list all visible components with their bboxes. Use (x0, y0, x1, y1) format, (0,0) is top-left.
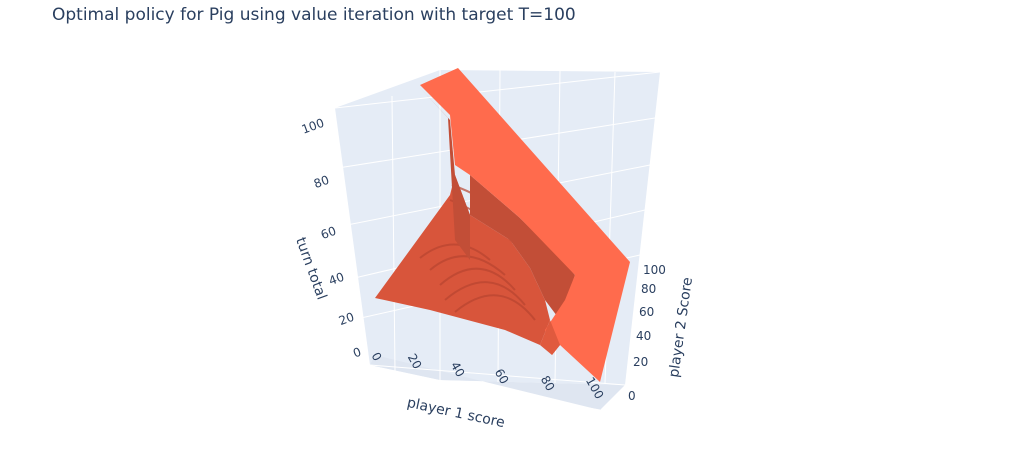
back-pane-left (335, 70, 440, 380)
surface-front-edge (540, 320, 560, 355)
x-tick-60: 60 (492, 366, 512, 386)
surface-plateau[interactable] (420, 68, 630, 382)
floor-pane (370, 355, 625, 410)
z-tick-60: 60 (319, 224, 338, 242)
z-tick-0: 0 (351, 345, 363, 361)
z-tick-40: 40 (327, 270, 346, 288)
x-tick-40: 40 (448, 359, 468, 379)
z-tick-20: 20 (337, 310, 356, 328)
x-axis-title: player 1 score (406, 395, 507, 431)
y-tick-40: 40 (636, 329, 651, 343)
z-tick-100: 100 (300, 116, 326, 137)
surface-cliff[interactable] (420, 88, 575, 320)
y-tick-60: 60 (639, 305, 654, 319)
y-tick-100: 100 (643, 263, 666, 277)
y-tick-20: 20 (633, 355, 648, 369)
y-tick-80: 80 (641, 282, 656, 296)
surface-ramp[interactable] (375, 175, 550, 345)
chart-title: Optimal policy for Pig using value itera… (52, 5, 576, 25)
x-tick-20: 20 (405, 351, 425, 371)
y-tick-0: 0 (628, 389, 636, 403)
y-axis-title: player 2 Score (666, 276, 696, 378)
z-axis-title: turn total (292, 235, 329, 302)
z-tick-80: 80 (312, 173, 331, 191)
x-tick-80: 80 (538, 373, 558, 393)
